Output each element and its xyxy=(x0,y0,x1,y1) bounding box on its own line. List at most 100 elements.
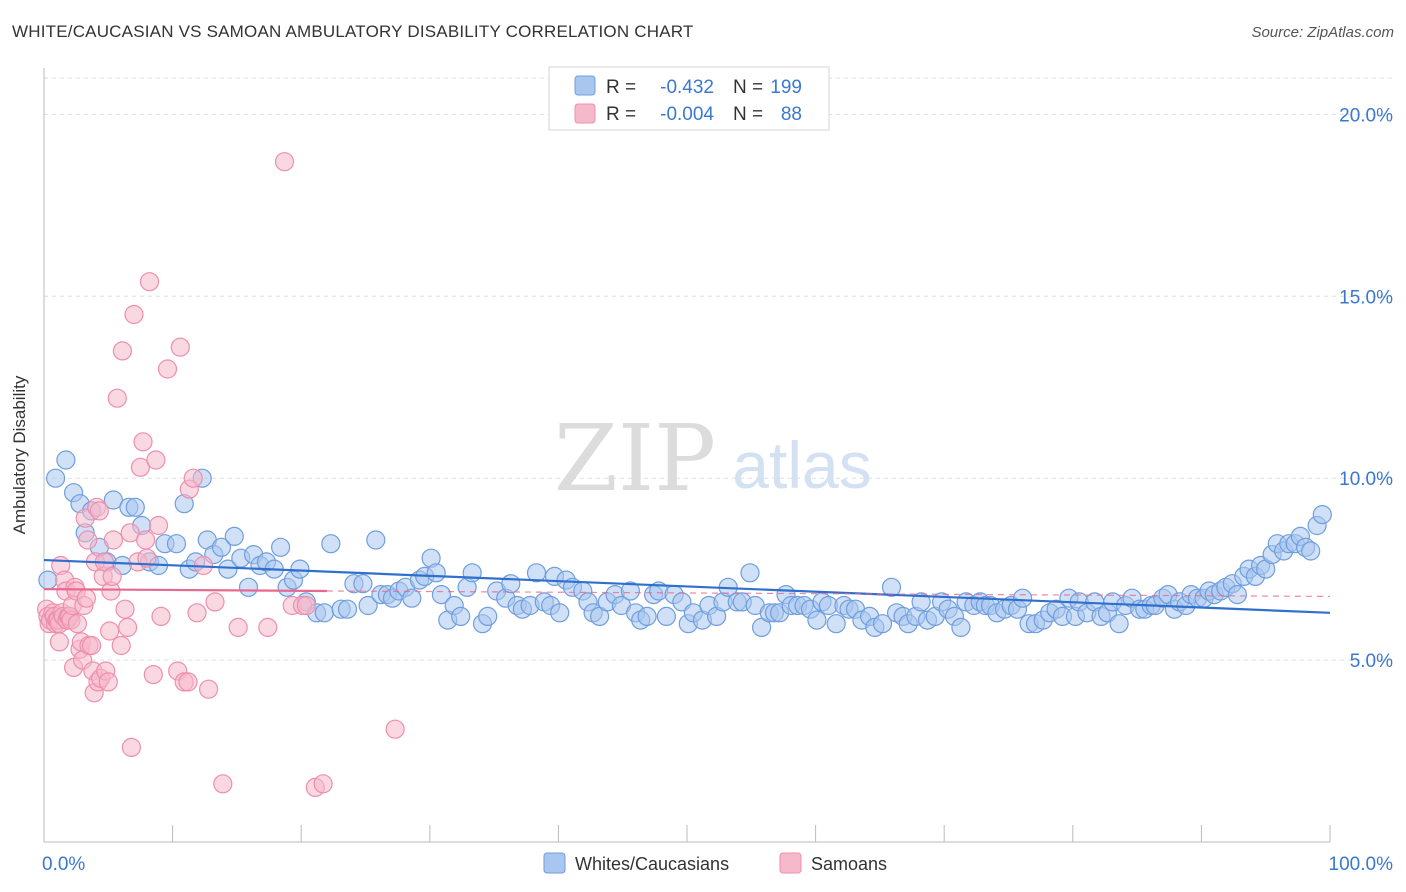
point-whites xyxy=(951,617,971,638)
point-samoans xyxy=(98,672,118,692)
point-samoans xyxy=(117,617,138,638)
y-tick-label: 5.0% xyxy=(1350,651,1393,672)
trend-line-whites xyxy=(43,558,1331,614)
point-whites xyxy=(872,614,893,634)
point-samoans xyxy=(143,664,163,685)
point-samoans xyxy=(76,588,97,608)
point-whites xyxy=(290,559,310,579)
point-whites xyxy=(56,450,76,470)
y-tick-label: 20.0% xyxy=(1339,105,1393,126)
tick-labels: 5.0% 10.0% 15.0% 20.0% 0.0% 100.0% xyxy=(42,105,1393,875)
point-samoans xyxy=(274,152,295,172)
axes xyxy=(43,68,1331,843)
point-whites xyxy=(426,563,446,583)
point-samoans xyxy=(205,592,225,612)
series-legend: Whites/Caucasians Samoans xyxy=(543,852,887,874)
point-samoans xyxy=(136,530,156,550)
stats-n-value-whites: 199 xyxy=(770,77,802,98)
point-whites xyxy=(211,537,232,557)
point-samoans xyxy=(139,272,160,292)
stats-r-label-whites: R = xyxy=(606,77,636,98)
stats-n-value-samoans: 88 xyxy=(781,104,802,125)
trend-line-samoans-extension xyxy=(326,590,1331,598)
point-samoans xyxy=(124,304,144,325)
point-whites xyxy=(740,563,760,583)
x-tick-label: 0.0% xyxy=(42,854,85,875)
point-samoans xyxy=(148,515,169,536)
stats-n-label-whites: N = xyxy=(733,77,763,98)
point-samoans xyxy=(120,523,140,543)
watermark-atlas: atlas xyxy=(732,428,871,502)
point-whites xyxy=(45,468,66,488)
stats-r-value-samoans: -0.004 xyxy=(660,104,714,125)
watermark-zip: ZIP xyxy=(554,405,716,512)
point-whites xyxy=(238,577,259,597)
point-whites xyxy=(358,595,378,616)
point-whites xyxy=(271,537,291,557)
point-whites xyxy=(1312,504,1332,525)
point-whites xyxy=(366,530,386,550)
point-samoans xyxy=(103,530,124,550)
point-samoans xyxy=(228,617,248,638)
point-samoans xyxy=(78,530,98,550)
point-whites xyxy=(224,526,244,547)
source-label: Source: ZipAtlas.com xyxy=(1251,24,1394,41)
point-samoans xyxy=(178,672,198,692)
point-samoans xyxy=(67,614,88,634)
trend-line-samoans xyxy=(43,588,327,593)
point-samoans xyxy=(183,468,203,488)
point-samoans xyxy=(121,737,141,758)
stats-r-label-samoans: R = xyxy=(606,104,636,125)
point-whites xyxy=(314,603,334,623)
point-samoans xyxy=(99,621,120,641)
point-whites xyxy=(1301,541,1321,561)
point-samoans xyxy=(258,617,278,638)
point-whites xyxy=(166,534,187,554)
stats-legend: R = -0.432 N = 199 R = -0.004 N = 88 xyxy=(548,66,830,131)
point-whites xyxy=(1109,614,1129,634)
point-whites xyxy=(620,581,641,601)
point-whites xyxy=(807,610,827,630)
point-whites xyxy=(103,490,124,510)
point-samoans xyxy=(187,603,207,623)
stats-swatch-whites xyxy=(574,75,596,96)
point-samoans xyxy=(213,774,233,794)
point-samoans xyxy=(81,635,102,656)
point-whites xyxy=(881,577,902,597)
point-whites xyxy=(402,588,422,608)
point-samoans xyxy=(151,606,171,627)
stats-r-value-whites: -0.432 xyxy=(660,77,714,98)
legend-label-samoans: Samoans xyxy=(811,854,887,874)
legend-swatch-whites xyxy=(543,852,566,874)
legend-swatch-samoans xyxy=(779,852,802,874)
point-whites xyxy=(637,606,657,627)
y-tick-label: 10.0% xyxy=(1339,469,1393,490)
trend-lines xyxy=(43,558,1331,614)
point-whites xyxy=(1012,588,1033,608)
point-whites xyxy=(218,559,238,579)
point-samoans xyxy=(137,548,157,568)
point-whites xyxy=(321,534,341,554)
point-whites xyxy=(911,592,931,612)
point-whites xyxy=(38,570,58,590)
point-whites xyxy=(353,574,373,594)
point-whites xyxy=(462,563,482,583)
point-whites xyxy=(451,606,471,627)
watermark: ZIP atlas xyxy=(554,405,872,512)
point-samoans xyxy=(296,595,316,616)
point-samoans xyxy=(385,719,405,739)
point-whites xyxy=(478,606,498,627)
gridlines xyxy=(44,77,1394,661)
stats-legend-box xyxy=(548,66,830,131)
point-samoans xyxy=(146,450,166,470)
point-whites xyxy=(501,574,521,594)
point-whites xyxy=(526,563,547,583)
point-whites xyxy=(826,614,846,634)
point-whites xyxy=(125,497,145,517)
point-samoans xyxy=(111,635,131,656)
point-whites xyxy=(656,606,677,627)
point-samoans xyxy=(313,774,333,794)
point-samoans xyxy=(107,388,127,408)
point-samoans xyxy=(130,457,150,477)
